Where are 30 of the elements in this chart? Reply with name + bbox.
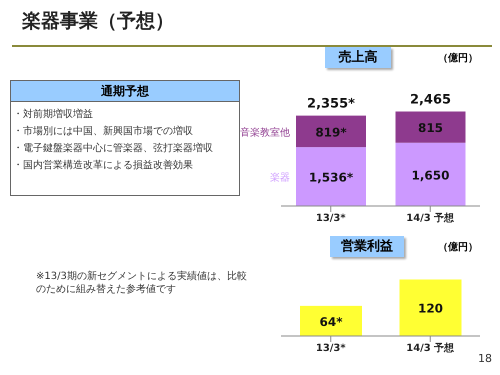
series-label: 音楽教室他 [240, 126, 290, 138]
y-axis-title: （億円） [438, 240, 478, 254]
bar [296, 147, 366, 206]
text: 18 [478, 352, 492, 365]
data-label: 64* [320, 314, 344, 329]
x-tick-label: 14/3 予想 [406, 342, 456, 354]
bar [396, 142, 466, 206]
data-label: 1,650 [412, 168, 450, 182]
text: ・電子鍵盤楽器中心に管楽器、弦打楽器増収 [13, 142, 214, 156]
total-label: 2,465 [410, 92, 452, 108]
x-tick-label: 14/3 予想 [406, 212, 456, 224]
y-axis-title: （億円） [438, 52, 478, 65]
bar [296, 116, 366, 148]
series-label: 楽器 [270, 172, 290, 184]
data-label: 815 [418, 121, 444, 136]
text: 楽器事業（予想） [22, 9, 174, 34]
data-label: 1,536* [308, 170, 354, 185]
text: ※13/3期の新セグメントによる実績値は、比較のために組み替えた参考値です [36, 270, 248, 296]
text: ・市場別には中国、新興国市場での増収 [13, 124, 194, 139]
text: 通期予想 [11, 81, 239, 102]
total-label: 2,355* [307, 96, 356, 112]
text: ・国内営業構造改革による損益改善効果 [13, 158, 194, 173]
chart-title: 売上高 [325, 47, 391, 68]
chart-title: 営業利益 [330, 236, 404, 257]
x-tick-label: 13/3* [316, 343, 346, 354]
x-tick-label: 13/3* [316, 213, 346, 224]
data-label: 819* [315, 125, 348, 140]
bar [396, 111, 466, 143]
text: ・対前期増収増益 [13, 108, 94, 122]
data-label: 120 [418, 302, 444, 316]
